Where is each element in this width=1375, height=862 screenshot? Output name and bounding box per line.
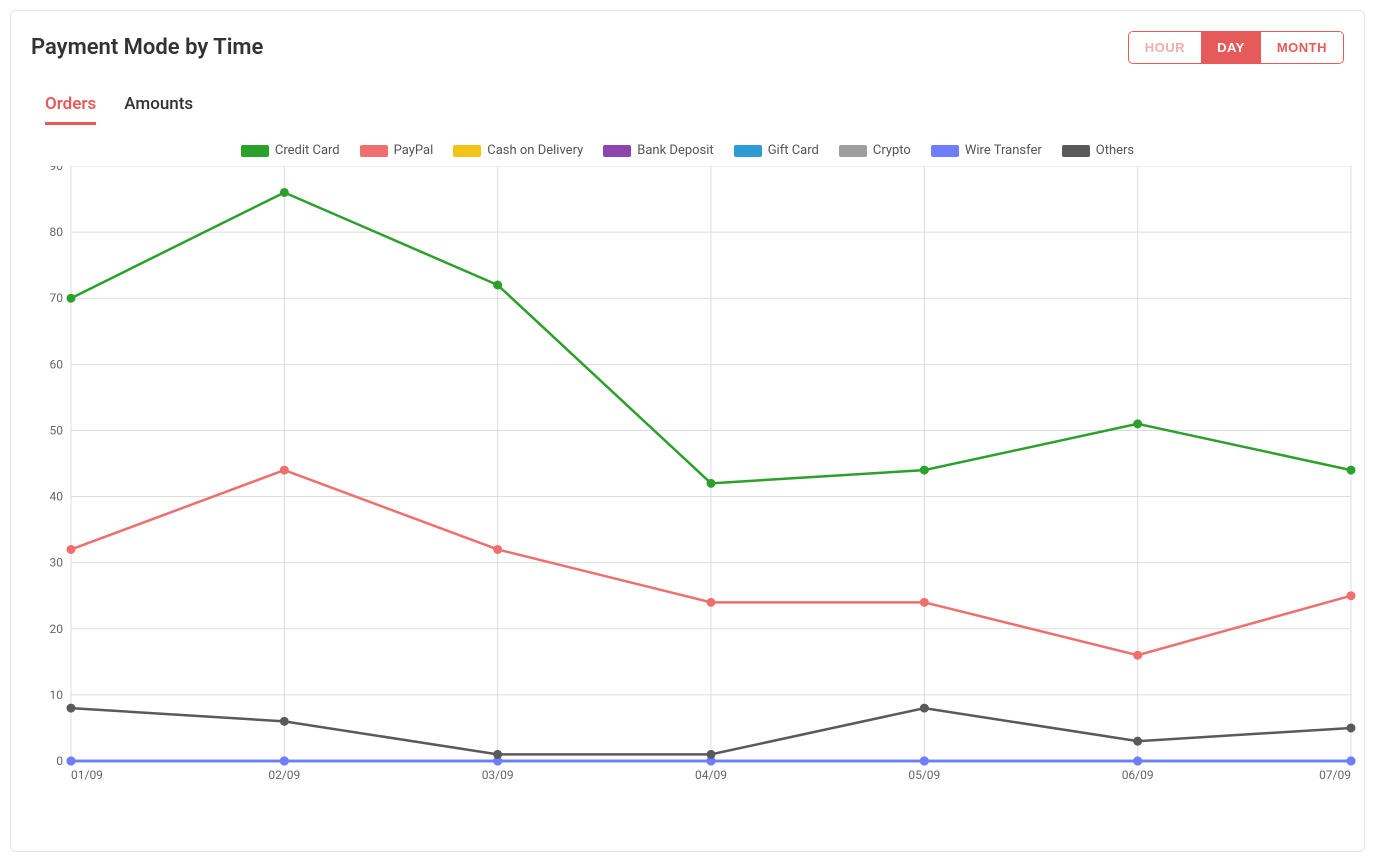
svg-text:20: 20 xyxy=(50,622,64,636)
legend-label: Others xyxy=(1096,143,1134,158)
svg-text:06/09: 06/09 xyxy=(1122,768,1154,782)
legend-item-gift-card[interactable]: Gift Card xyxy=(734,143,819,158)
legend-swatch xyxy=(734,145,762,157)
legend-swatch xyxy=(839,145,867,157)
svg-text:40: 40 xyxy=(50,490,64,504)
header-row: Payment Mode by Time HOURDAYMONTH xyxy=(31,31,1344,64)
line-chart: 0 10 20 30 40 50 60 70 80 90 01/09 02/09 03/09 04/09 0… xyxy=(31,166,1361,791)
svg-text:0: 0 xyxy=(56,754,63,768)
time-toggle-month[interactable]: MONTH xyxy=(1261,32,1343,63)
legend-swatch xyxy=(1062,145,1090,157)
legend-item-cash-on-delivery[interactable]: Cash on Delivery xyxy=(453,143,583,158)
payment-mode-card: Payment Mode by Time HOURDAYMONTH Orders… xyxy=(10,10,1365,852)
legend-label: Crypto xyxy=(873,143,911,158)
tab-orders[interactable]: Orders xyxy=(45,94,96,125)
time-range-toggle: HOURDAYMONTH xyxy=(1128,31,1344,64)
tab-amounts[interactable]: Amounts xyxy=(124,94,193,125)
legend-item-paypal[interactable]: PayPal xyxy=(360,143,434,158)
legend-swatch xyxy=(931,145,959,157)
svg-text:01/09: 01/09 xyxy=(71,768,103,782)
svg-text:90: 90 xyxy=(50,166,64,173)
svg-text:80: 80 xyxy=(50,225,64,239)
svg-text:02/09: 02/09 xyxy=(268,768,300,782)
time-toggle-hour[interactable]: HOUR xyxy=(1129,32,1201,63)
legend-item-bank-deposit[interactable]: Bank Deposit xyxy=(603,143,713,158)
chart-legend: Credit Card PayPal Cash on Delivery Bank De… xyxy=(31,143,1344,158)
legend-item-credit-card[interactable]: Credit Card xyxy=(241,143,340,158)
legend-item-crypto[interactable]: Crypto xyxy=(839,143,911,158)
svg-text:50: 50 xyxy=(50,423,64,437)
legend-label: Bank Deposit xyxy=(637,143,713,158)
chart-area: Credit Card PayPal Cash on Delivery Bank De… xyxy=(31,143,1344,791)
svg-text:04/09: 04/09 xyxy=(695,768,727,782)
legend-label: PayPal xyxy=(394,143,434,158)
svg-text:30: 30 xyxy=(50,556,64,570)
legend-item-wire-transfer[interactable]: Wire Transfer xyxy=(931,143,1042,158)
legend-swatch xyxy=(241,145,269,157)
svg-text:07/09: 07/09 xyxy=(1319,768,1351,782)
card-title: Payment Mode by Time xyxy=(31,35,263,60)
chart-tabs: Orders Amounts xyxy=(31,94,1344,125)
legend-swatch xyxy=(453,145,481,157)
svg-text:05/09: 05/09 xyxy=(908,768,940,782)
legend-label: Credit Card xyxy=(275,143,340,158)
svg-text:60: 60 xyxy=(50,357,64,371)
svg-text:70: 70 xyxy=(50,291,64,305)
legend-swatch xyxy=(360,145,388,157)
time-toggle-day[interactable]: DAY xyxy=(1201,32,1261,63)
svg-text:03/09: 03/09 xyxy=(482,768,514,782)
legend-item-others[interactable]: Others xyxy=(1062,143,1134,158)
legend-swatch xyxy=(603,145,631,157)
legend-label: Gift Card xyxy=(768,143,819,158)
legend-label: Wire Transfer xyxy=(965,143,1042,158)
svg-text:10: 10 xyxy=(50,688,64,702)
legend-label: Cash on Delivery xyxy=(487,143,583,158)
